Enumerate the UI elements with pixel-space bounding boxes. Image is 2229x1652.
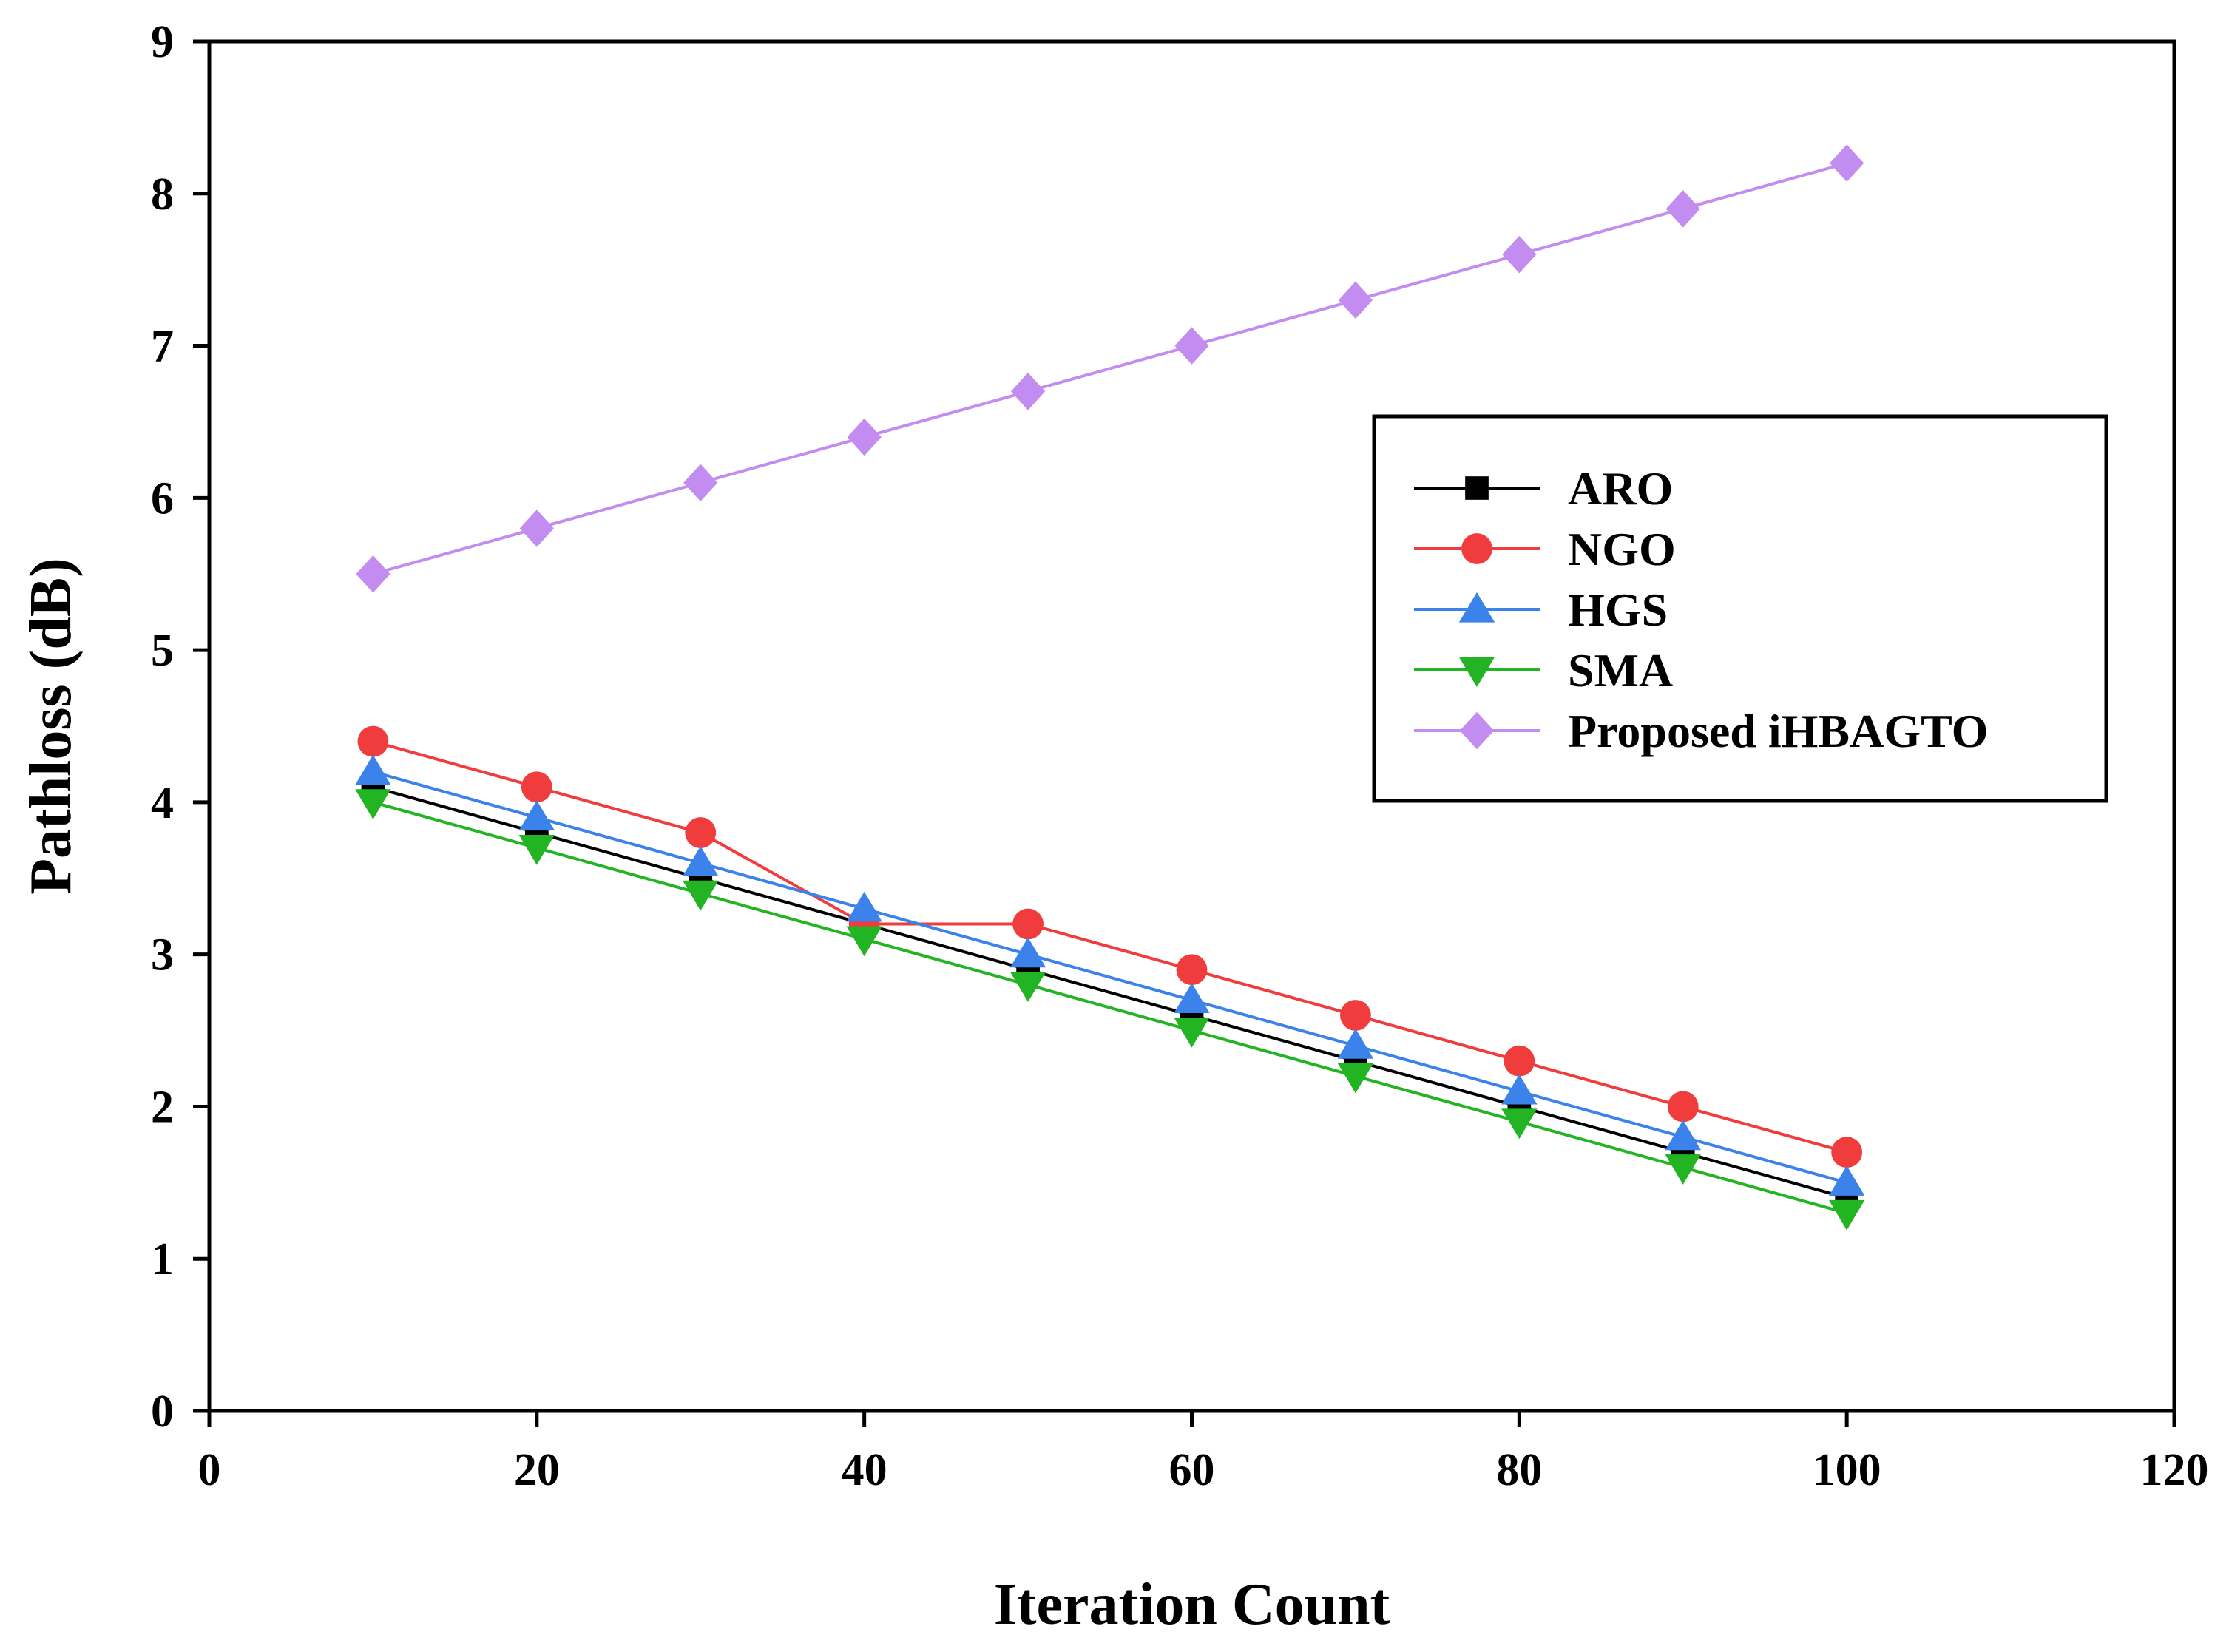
y-tick-label: 8 [151, 169, 174, 220]
data-point-sma [1828, 1199, 1865, 1230]
data-point-hgs [355, 754, 391, 785]
data-point-hgs [1501, 1074, 1538, 1105]
data-point-hgs [518, 800, 555, 831]
data-point-proposed-ihbagto [1174, 327, 1209, 365]
data-point-ngo [1667, 1091, 1699, 1123]
legend-item-hgs: HGS [1414, 583, 1668, 636]
series-proposed-ihbagto [356, 144, 1864, 593]
y-tick-label: 6 [151, 473, 174, 524]
data-point-proposed-ihbagto [1665, 190, 1700, 228]
data-point-sma [1337, 1063, 1374, 1094]
data-point-ngo [1012, 908, 1044, 940]
data-point-sma [1174, 1017, 1210, 1048]
y-axis-title: Pathloss (dB) [18, 558, 84, 895]
data-point-hgs [1174, 983, 1210, 1013]
legend-label-aro: ARO [1568, 462, 1673, 515]
y-axis-ticks: 0 1 2 3 4 5 6 7 8 9 [151, 17, 209, 1437]
x-tick-label: 0 [198, 1445, 221, 1495]
data-point-ngo [1340, 1000, 1371, 1031]
data-point-hgs [1665, 1120, 1701, 1151]
legend-marker-ngo [1461, 533, 1492, 564]
legend-label-hgs: HGS [1568, 583, 1668, 636]
data-point-hgs [1828, 1165, 1865, 1196]
data-point-ngo [685, 817, 717, 848]
data-point-proposed-ihbagto [356, 555, 390, 593]
legend-marker-aro [1465, 476, 1489, 500]
data-point-ngo [521, 771, 552, 803]
series-line-proposed-ihbagto [372, 161, 1847, 576]
legend-label-proposed-ihbagto: Proposed iHBAGTO [1568, 705, 1988, 757]
data-point-proposed-ihbagto [1830, 144, 1864, 182]
series-line-aro [372, 785, 1847, 1199]
data-point-proposed-ihbagto [1338, 281, 1373, 319]
data-point-ngo [1504, 1045, 1535, 1077]
y-tick-label: 7 [151, 322, 174, 372]
data-point-sma [1665, 1154, 1701, 1185]
data-point-proposed-ihbagto [847, 418, 882, 456]
data-point-sma [683, 880, 719, 911]
data-point-hgs [846, 891, 882, 922]
legend-marker-proposed-ihbagto [1459, 711, 1495, 750]
x-tick-label: 100 [1813, 1445, 1881, 1495]
data-point-sma [355, 789, 391, 819]
legend-marker-hgs [1458, 592, 1495, 623]
legend-item-sma: SMA [1414, 644, 1673, 697]
data-point-ngo [1831, 1137, 1863, 1168]
x-tick-label: 40 [842, 1445, 887, 1495]
y-tick-label: 0 [151, 1387, 174, 1437]
series-line-ngo [372, 739, 1847, 1154]
y-tick-label: 3 [151, 930, 174, 981]
data-point-proposed-ihbagto [1010, 372, 1046, 410]
series-line-sma [372, 800, 1847, 1215]
x-axis-ticks: 0 20 40 60 80 100 120 [198, 1411, 2209, 1495]
series-line-hgs [372, 770, 1847, 1185]
y-tick-label: 9 [151, 17, 174, 67]
x-tick-label: 20 [514, 1445, 560, 1495]
x-tick-label: 120 [2140, 1445, 2209, 1495]
data-point-hgs [1009, 937, 1046, 968]
legend: ARO NGO HGS SMA Proposed iHBAGTO [1372, 414, 2108, 803]
series-hgs [355, 754, 1865, 1196]
legend-item-aro: ARO [1414, 462, 1673, 515]
legend-item-proposed-ihbagto: Proposed iHBAGTO [1414, 705, 1988, 757]
series-sma [355, 789, 1865, 1230]
y-tick-label: 5 [151, 626, 174, 676]
x-axis-title: Iteration Count [994, 1572, 1390, 1637]
legend-item-ngo: NGO [1414, 523, 1676, 575]
y-tick-label: 4 [151, 778, 174, 828]
data-point-proposed-ihbagto [519, 510, 554, 547]
x-tick-label: 80 [1496, 1445, 1542, 1495]
data-point-hgs [1337, 1029, 1374, 1059]
data-point-sma [518, 835, 555, 865]
data-point-ngo [357, 725, 389, 757]
legend-label-ngo: NGO [1568, 523, 1676, 575]
data-point-hgs [683, 846, 719, 876]
data-point-proposed-ihbagto [683, 464, 718, 502]
data-point-sma [846, 926, 882, 957]
series-layer [355, 144, 1865, 1230]
legend-label-sma: SMA [1568, 644, 1673, 697]
x-tick-label: 60 [1169, 1445, 1215, 1495]
y-tick-label: 1 [151, 1234, 174, 1284]
legend-marker-sma [1458, 657, 1495, 688]
y-tick-label: 2 [151, 1082, 174, 1132]
data-point-sma [1009, 972, 1046, 1002]
data-point-proposed-ihbagto [1502, 235, 1537, 274]
data-point-ngo [1176, 954, 1208, 986]
data-point-sma [1501, 1108, 1538, 1140]
